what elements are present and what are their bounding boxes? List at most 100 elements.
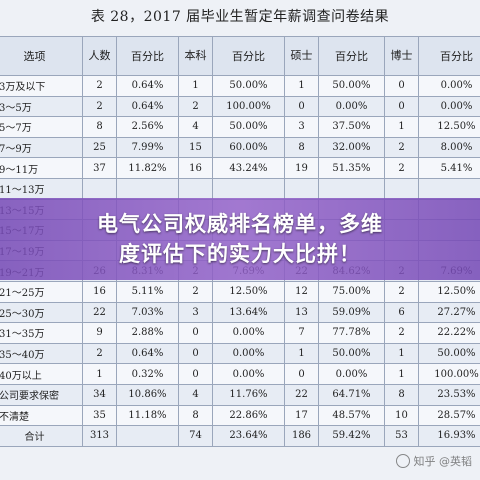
- table-cell: 50.00%: [212, 116, 285, 138]
- table-cell: 2: [384, 280, 419, 303]
- table-row: 40万以上 1 0.32% 0 0.00% 0 0.00% 1 100.00%: [0, 363, 480, 385]
- table-cell: 11.76%: [212, 383, 285, 406]
- table-cell: 13.64%: [212, 301, 285, 324]
- table-cell: 16: [178, 157, 213, 179]
- table-cell: 1: [384, 342, 419, 365]
- table-cell: 22.86%: [212, 404, 285, 427]
- table-row: 11～13万: [0, 177, 480, 200]
- table-cell: 186: [284, 425, 319, 447]
- table-cell: 50.00%: [318, 342, 385, 365]
- table-cell: 22: [284, 383, 319, 406]
- table-cell: 28.57%: [418, 404, 480, 427]
- table-cell: [116, 177, 179, 200]
- column-header: 硕士: [284, 36, 319, 76]
- row-option-label: 11～13万: [0, 177, 83, 200]
- row-option-label: 40万以上: [0, 363, 83, 385]
- table-cell: 8: [82, 116, 117, 138]
- table-cell: 4: [178, 383, 213, 406]
- table-cell: 50.00%: [418, 342, 480, 365]
- table-cell: 2.88%: [116, 322, 179, 344]
- row-option-label: 3～5万: [0, 95, 83, 118]
- table-cell: 32.00%: [318, 136, 385, 159]
- column-header: 百分比: [116, 36, 179, 76]
- zhihu-watermark: 知乎 @英韬: [395, 452, 472, 470]
- table-cell: [384, 177, 419, 200]
- table-cell: 2: [82, 342, 117, 365]
- table-cell: 11.82%: [116, 157, 179, 179]
- table-cell: 3: [178, 301, 213, 324]
- table-cell: 0.32%: [116, 363, 179, 385]
- table-header-row: 选项 人数 百分比 本科 百分比 硕士 百分比 博士 百分比: [0, 36, 480, 76]
- table-cell: 2.56%: [116, 116, 179, 138]
- table-cell: [418, 177, 480, 200]
- row-option-label: 3万及以下: [0, 75, 83, 97]
- row-option-label: 31～35万: [0, 322, 83, 344]
- table-cell: 100.00%: [212, 95, 285, 118]
- table-cell: 10.86%: [116, 383, 179, 406]
- column-header: 选项: [0, 36, 83, 76]
- table-cell: 12.50%: [212, 280, 285, 303]
- table-cell: 19: [284, 157, 319, 179]
- column-header: 百分比: [212, 36, 285, 76]
- table-cell: 23.64%: [212, 425, 285, 447]
- table-cell: 2: [82, 95, 117, 118]
- table-cell: [318, 177, 385, 200]
- table-cell: 11.18%: [116, 404, 179, 427]
- table-cell: 59.42%: [318, 425, 385, 447]
- table-cell: 16.93%: [418, 425, 480, 447]
- table-cell: 8: [178, 404, 213, 427]
- row-option-label: 7～9万: [0, 136, 83, 159]
- table-cell: 15: [178, 136, 213, 159]
- row-option-label: 25～30万: [0, 301, 83, 324]
- column-header: 百分比: [418, 36, 480, 76]
- table-cell: 0.00%: [418, 75, 480, 97]
- table-cell: 2: [178, 95, 213, 118]
- table-cell: 0.00%: [212, 322, 285, 344]
- table-cell: 27.27%: [418, 301, 480, 324]
- table-cell: 7.99%: [116, 136, 179, 159]
- table-cell: 37: [82, 157, 117, 179]
- table-cell: 5.41%: [418, 157, 480, 179]
- table-cell: 16: [82, 280, 117, 303]
- table-cell: 1: [384, 116, 419, 138]
- table-cell: 0.00%: [318, 363, 385, 385]
- headline-banner: 电气公司权威排名榜单，多维 度评估下的实力大比拼！: [0, 198, 480, 280]
- table-cell: 48.57%: [318, 404, 385, 427]
- table-cell: 13: [284, 301, 319, 324]
- table-row: 25～30万 22 7.03% 3 13.64% 13 59.09% 6 27.27%: [0, 301, 480, 324]
- table-row: 3～5万 2 0.64% 2 100.00% 0 0.00% 0 0.00%: [0, 95, 480, 118]
- table-cell: 5.11%: [116, 280, 179, 303]
- table-cell: 53: [384, 425, 419, 447]
- table-cell: 75.00%: [318, 280, 385, 303]
- table-cell: 313: [82, 425, 117, 447]
- table-cell: 17: [284, 404, 319, 427]
- table-cell: 0: [284, 363, 319, 385]
- table-cell: 25: [82, 136, 117, 159]
- table-cell: 50.00%: [212, 75, 285, 97]
- column-header: 本科: [178, 36, 213, 76]
- row-option-label: 21～25万: [0, 280, 83, 303]
- table-cell: 0: [384, 75, 419, 97]
- table-cell: 0.64%: [116, 342, 179, 365]
- table-title: 表 28，2017 届毕业生暂定年薪调查问卷结果: [90, 9, 390, 25]
- table-cell: 0: [384, 95, 419, 118]
- table-cell: 2: [82, 75, 117, 97]
- column-header: 人数: [82, 36, 117, 76]
- table-cell: 60.00%: [212, 136, 285, 159]
- table-row: 不清楚 35 11.18% 8 22.86% 17 48.57% 10 28.57%: [0, 404, 480, 427]
- table-cell: 8: [384, 383, 419, 406]
- headline-line-2: 度评估下的实力大比拼！: [119, 242, 361, 266]
- table-cell: 8.00%: [418, 136, 480, 159]
- table-cell: 2: [384, 157, 419, 179]
- row-option-label: 不清楚: [0, 404, 83, 427]
- table-cell: 34: [82, 383, 117, 406]
- table-cell: 1: [82, 363, 117, 385]
- table-cell: 100.00%: [418, 363, 480, 385]
- table-cell: 0.64%: [116, 75, 179, 97]
- table-cell: 0: [178, 322, 213, 344]
- table-cell: [284, 177, 319, 200]
- table-row: 公司要求保密 34 10.86% 4 11.76% 22 64.71% 8 23.53%: [0, 383, 480, 406]
- column-header: 博士: [384, 36, 419, 76]
- table-cell: 2: [384, 136, 419, 159]
